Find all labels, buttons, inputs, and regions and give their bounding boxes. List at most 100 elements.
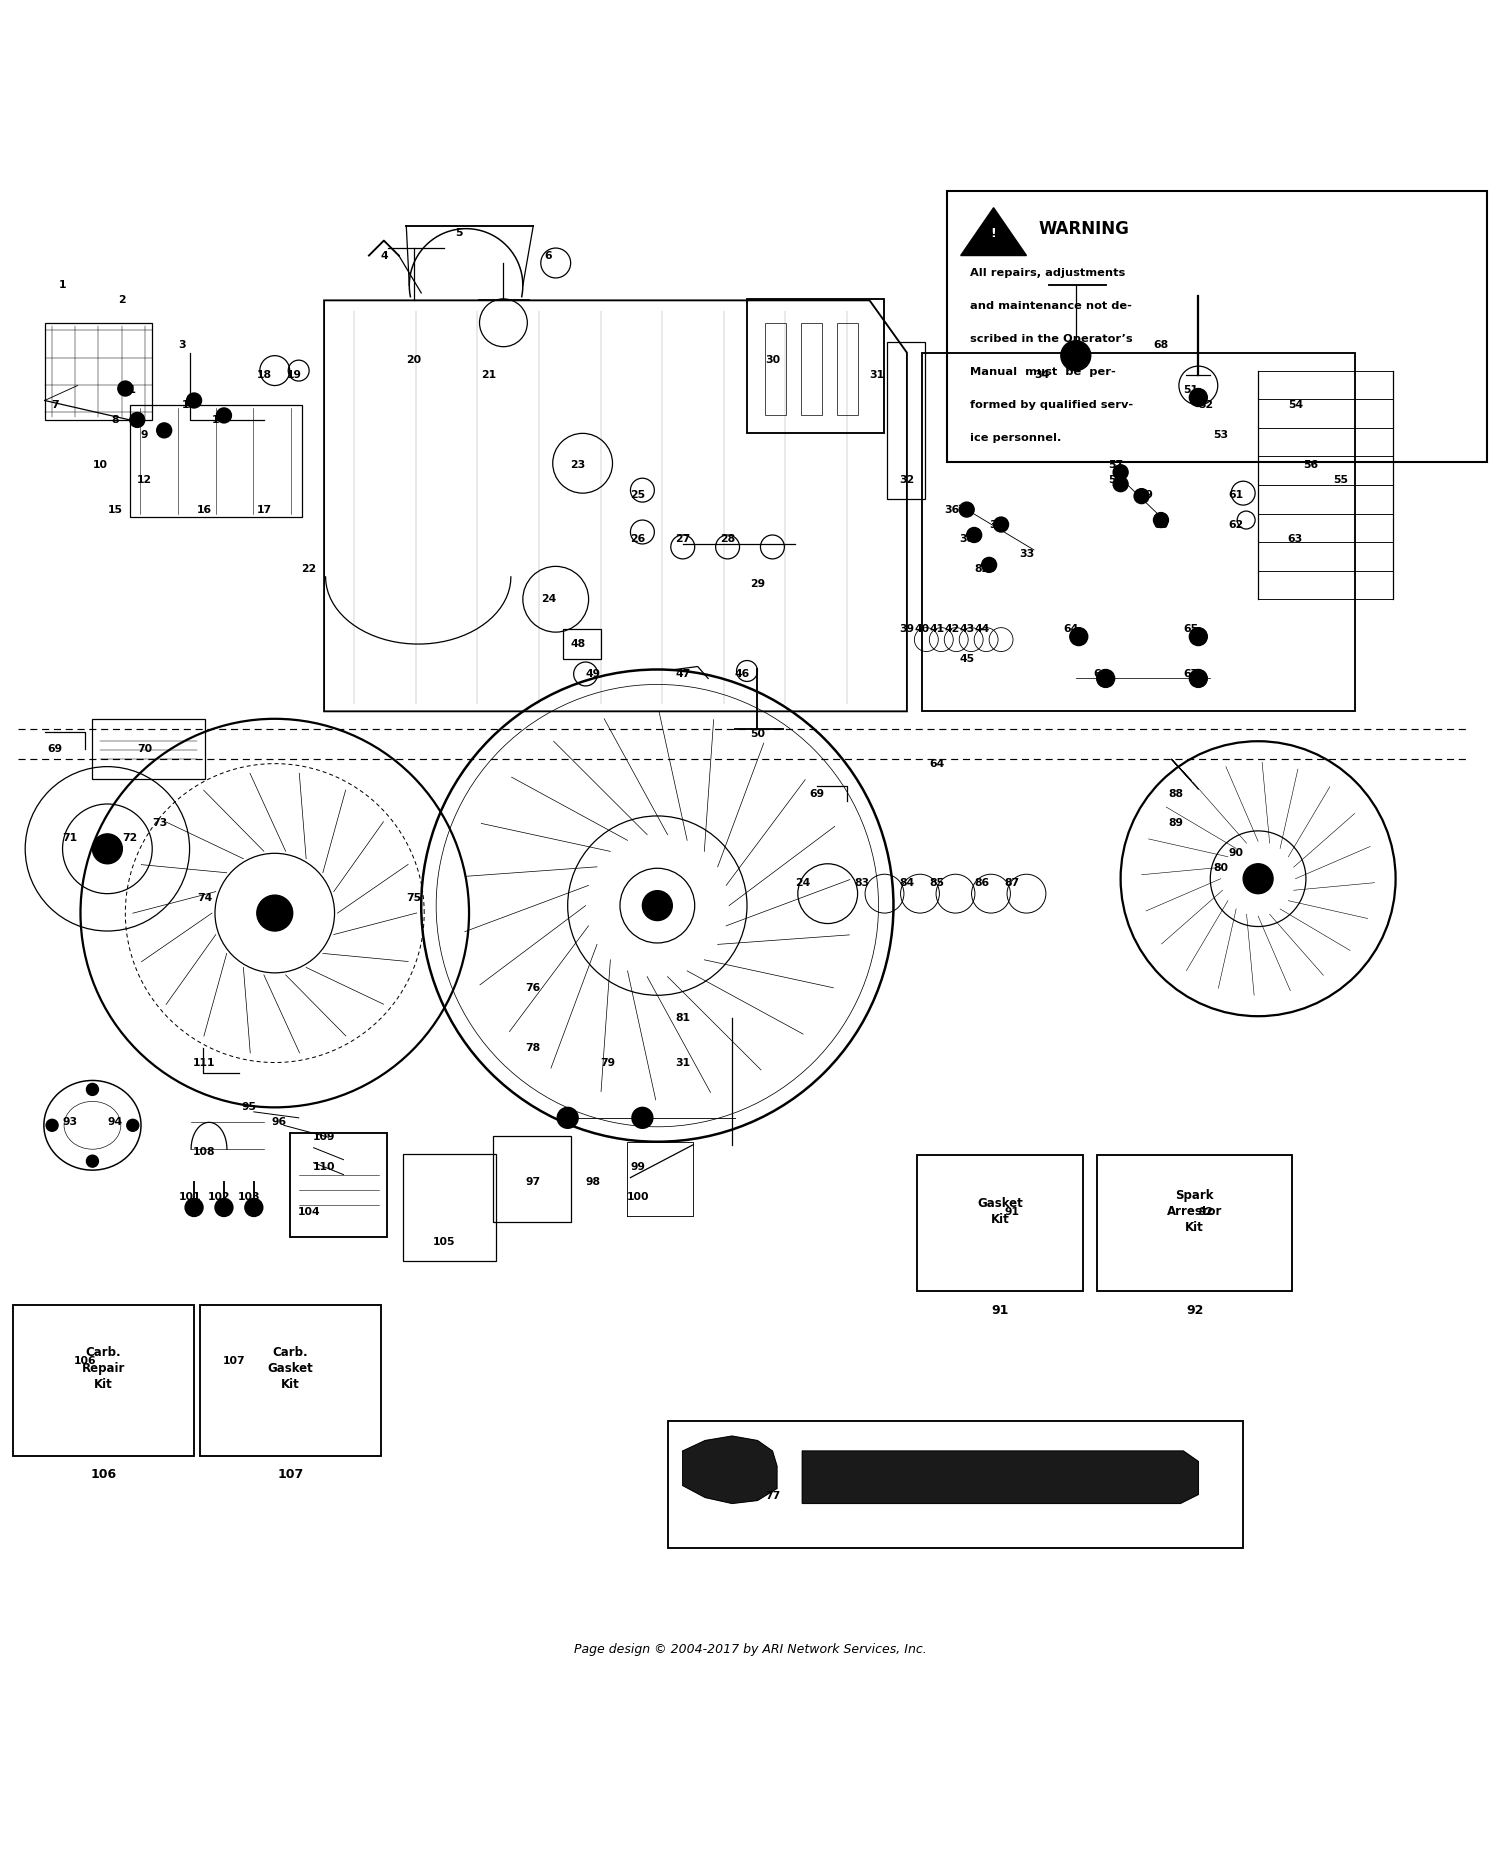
Text: 41: 41 <box>928 625 945 634</box>
Text: !: ! <box>990 226 996 239</box>
Text: 97: 97 <box>525 1177 542 1186</box>
Text: 103: 103 <box>238 1192 261 1201</box>
Circle shape <box>46 1119 58 1132</box>
Text: 83: 83 <box>855 877 870 889</box>
Text: 63: 63 <box>1288 535 1304 544</box>
Text: 68: 68 <box>1154 341 1168 350</box>
Circle shape <box>1190 627 1208 645</box>
Text: 79: 79 <box>600 1057 615 1068</box>
Text: 46: 46 <box>735 670 750 679</box>
Text: 71: 71 <box>63 833 78 844</box>
Circle shape <box>1154 513 1168 528</box>
Circle shape <box>1070 627 1088 645</box>
Text: 95: 95 <box>242 1102 256 1113</box>
Text: 24: 24 <box>795 877 810 889</box>
Text: 92: 92 <box>1198 1207 1214 1216</box>
Text: 108: 108 <box>194 1147 216 1156</box>
Text: 101: 101 <box>178 1192 201 1201</box>
Text: 6: 6 <box>544 251 552 260</box>
Circle shape <box>993 516 1008 531</box>
Text: 75: 75 <box>406 892 422 904</box>
Circle shape <box>128 1119 140 1132</box>
Circle shape <box>184 1199 202 1216</box>
Text: 73: 73 <box>152 818 168 829</box>
Text: 81: 81 <box>675 1012 690 1023</box>
Text: 50: 50 <box>750 728 765 739</box>
Text: 18: 18 <box>256 370 272 380</box>
Text: 53: 53 <box>1214 430 1228 440</box>
Text: 88: 88 <box>1168 788 1184 799</box>
Text: 9: 9 <box>141 430 148 440</box>
Text: Gasket
Kit: Gasket Kit <box>978 1197 1023 1226</box>
Bar <box>562 629 600 659</box>
Bar <box>494 1136 570 1222</box>
Text: 17: 17 <box>256 505 272 515</box>
Text: Spark
Arrestor
Kit: Spark Arrestor Kit <box>1167 1188 1222 1233</box>
Text: 28: 28 <box>720 535 735 544</box>
Text: 39: 39 <box>900 625 915 634</box>
Text: 48: 48 <box>570 640 585 649</box>
Text: 90: 90 <box>1228 848 1244 859</box>
Polygon shape <box>682 1437 777 1504</box>
Text: All repairs, adjustments: All repairs, adjustments <box>969 268 1125 279</box>
Circle shape <box>156 423 171 438</box>
Bar <box>668 1422 1244 1547</box>
Bar <box>93 718 204 778</box>
Text: 45: 45 <box>958 655 975 664</box>
Text: 32: 32 <box>900 475 915 485</box>
Bar <box>290 1132 387 1237</box>
Text: 64: 64 <box>928 758 945 769</box>
Text: Page design © 2004-2017 by ARI Network Services, Inc.: Page design © 2004-2017 by ARI Network S… <box>573 1643 927 1656</box>
Text: 31: 31 <box>870 370 885 380</box>
Text: 72: 72 <box>122 833 138 844</box>
Text: 99: 99 <box>630 1162 645 1171</box>
Circle shape <box>1060 341 1090 370</box>
Bar <box>888 342 926 500</box>
Text: 2: 2 <box>118 296 126 305</box>
Text: and maintenance not de-: and maintenance not de- <box>969 301 1131 311</box>
Circle shape <box>244 1199 262 1216</box>
Text: 102: 102 <box>209 1192 231 1201</box>
Text: Manual  must  be  per-: Manual must be per- <box>969 367 1116 378</box>
Text: 16: 16 <box>196 505 211 515</box>
Text: 94: 94 <box>108 1117 123 1128</box>
Text: 34: 34 <box>1034 370 1048 380</box>
Text: 92: 92 <box>1186 1304 1203 1317</box>
Text: Carb.
Repair
Kit: Carb. Repair Kit <box>82 1345 126 1390</box>
Text: 5: 5 <box>454 228 462 238</box>
Text: 57: 57 <box>1108 460 1124 470</box>
Circle shape <box>1113 477 1128 492</box>
Text: 21: 21 <box>482 370 496 380</box>
Text: 106: 106 <box>74 1356 96 1366</box>
Circle shape <box>642 891 672 921</box>
Bar <box>765 324 786 415</box>
Text: 24: 24 <box>540 595 556 604</box>
Text: Carb.
Gasket
Kit: Carb. Gasket Kit <box>267 1345 314 1390</box>
Text: 44: 44 <box>974 625 990 634</box>
Text: 40: 40 <box>915 625 930 634</box>
Text: 47: 47 <box>675 670 690 679</box>
Bar <box>130 404 302 516</box>
Text: 38: 38 <box>958 535 975 544</box>
Text: 8: 8 <box>111 415 118 425</box>
Circle shape <box>1244 864 1274 894</box>
Circle shape <box>1113 464 1128 479</box>
Text: 70: 70 <box>136 743 153 754</box>
Bar <box>45 324 152 419</box>
Text: 19: 19 <box>286 370 302 380</box>
Text: 59: 59 <box>1138 490 1154 500</box>
Text: 10: 10 <box>93 460 108 470</box>
Polygon shape <box>960 208 1026 256</box>
Text: scribed in the Operator’s: scribed in the Operator’s <box>969 335 1132 344</box>
Text: 69: 69 <box>48 743 63 754</box>
Text: 30: 30 <box>765 355 780 365</box>
Text: 91: 91 <box>992 1304 1010 1317</box>
Text: 35: 35 <box>1064 355 1078 365</box>
Circle shape <box>1190 670 1208 687</box>
Text: 1: 1 <box>58 281 66 290</box>
Text: 22: 22 <box>302 565 316 574</box>
Text: 109: 109 <box>314 1132 336 1143</box>
Circle shape <box>130 412 144 427</box>
Polygon shape <box>802 1452 1198 1504</box>
Text: 55: 55 <box>1334 475 1348 485</box>
